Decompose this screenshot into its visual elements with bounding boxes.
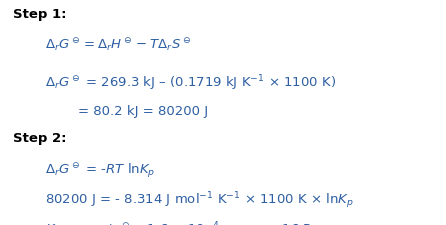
Text: $\Delta_rG^\ominus$ = -$RT$ ln$K_p$: $\Delta_rG^\ominus$ = -$RT$ ln$K_p$ — [45, 161, 155, 180]
Text: $\Delta_rG^\ominus$ = 269.3 kJ – (0.1719 kJ K$^{-1}$ × 1100 K): $\Delta_rG^\ominus$ = 269.3 kJ – (0.1719… — [45, 73, 336, 93]
Text: $\Delta_rG^\ominus = \Delta_rH^\ominus - T\Delta_rS^\ominus$: $\Delta_rG^\ominus = \Delta_rH^\ominus -… — [45, 37, 190, 54]
Text: Step 1:: Step 1: — [13, 8, 67, 21]
Text: = 80.2 kJ = 80200 J: = 80.2 kJ = 80200 J — [78, 105, 208, 118]
Text: $K_p$ = $p_{CO_2}$/$p^\ominus$= 1.6 × 10$^{-4}$    $p_{CO_2}$ = 16 Pa: $K_p$ = $p_{CO_2}$/$p^\ominus$= 1.6 × 10… — [45, 220, 319, 225]
Text: Step 2:: Step 2: — [13, 132, 67, 145]
Text: 80200 J = - 8.314 J mol$^{-1}$ K$^{-1}$ × 1100 K × ln$K_p$: 80200 J = - 8.314 J mol$^{-1}$ K$^{-1}$ … — [45, 190, 353, 211]
